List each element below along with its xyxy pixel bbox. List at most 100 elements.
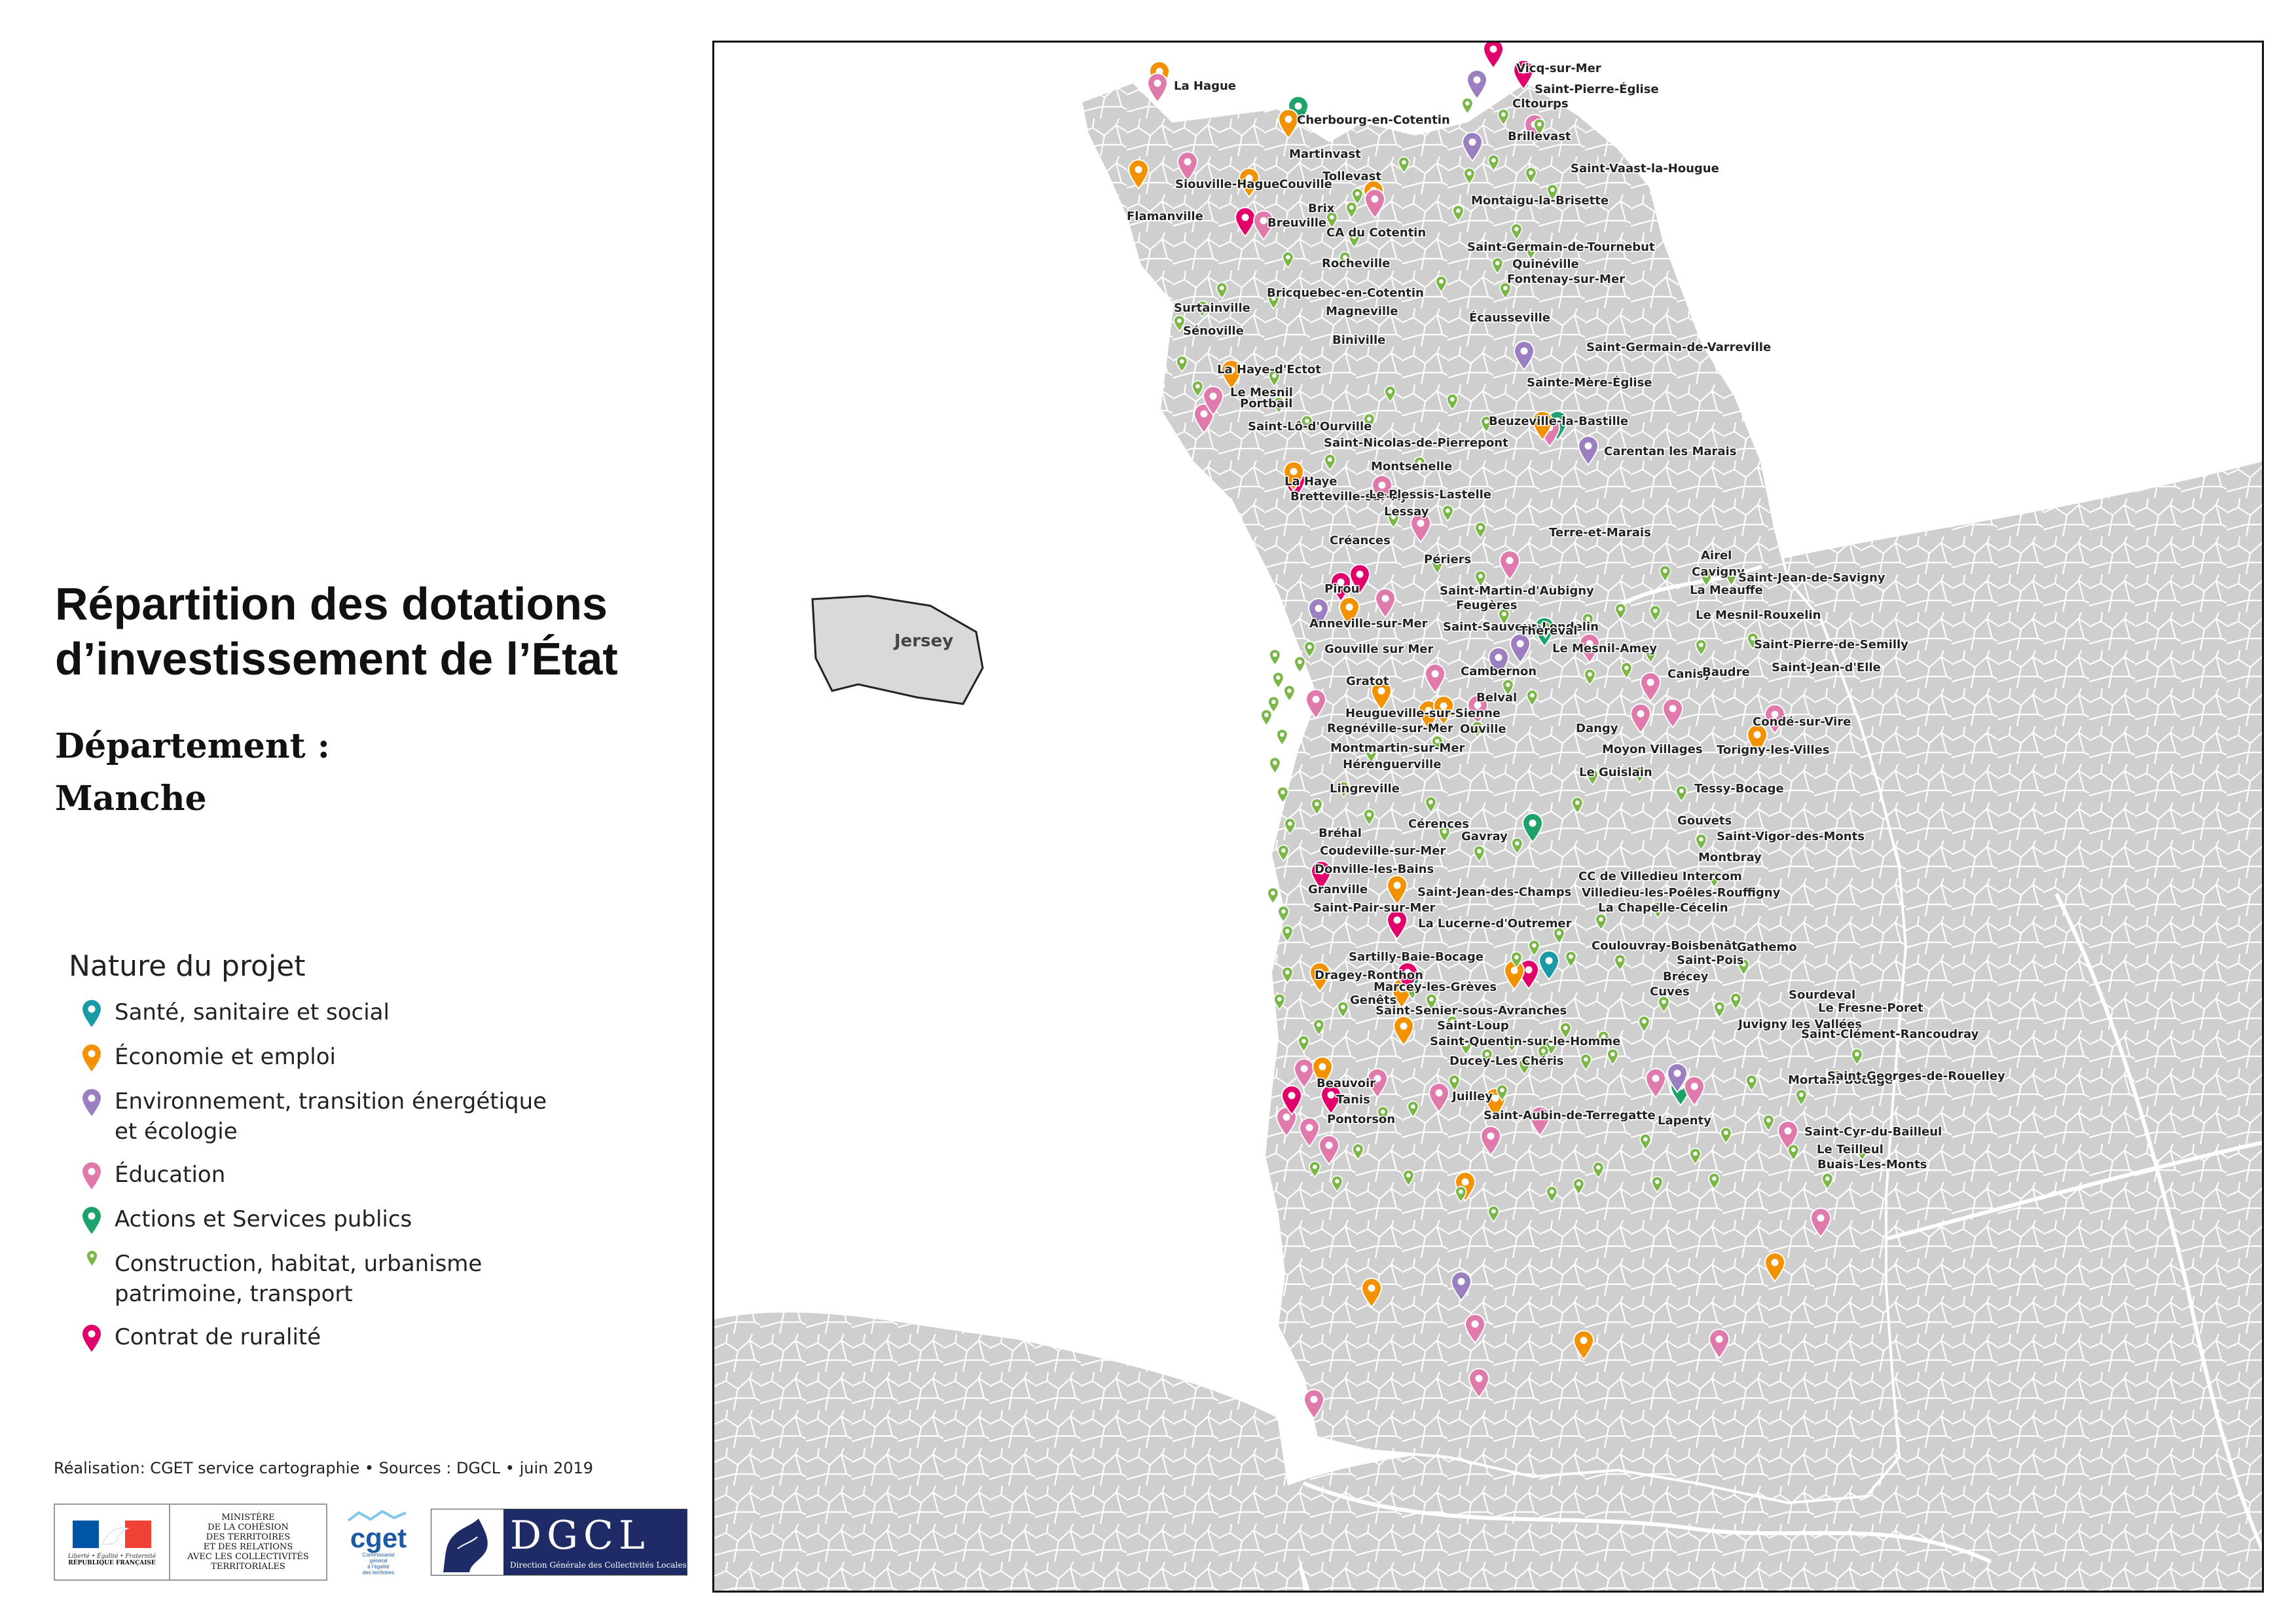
map-pin-icon[interactable] (1592, 1161, 1605, 1179)
map-pin-icon[interactable] (1127, 159, 1150, 190)
map-pin-icon[interactable] (1471, 720, 1484, 739)
map-pin-icon[interactable] (1311, 798, 1323, 816)
map-pin-icon[interactable] (1491, 257, 1504, 275)
map-pin-icon[interactable] (1463, 167, 1476, 185)
map-pin-icon[interactable] (1424, 663, 1446, 694)
map-pin-icon[interactable] (1366, 1068, 1389, 1099)
map-pin-icon[interactable] (1393, 1016, 1415, 1046)
map-pin-icon[interactable] (1512, 60, 1535, 90)
map-pin-icon[interactable] (1428, 1082, 1450, 1113)
map-pin-icon[interactable] (1480, 415, 1493, 434)
map-pin-icon[interactable] (1689, 1147, 1702, 1166)
map-pin-icon[interactable] (1365, 746, 1377, 764)
map-pin-icon[interactable] (1338, 597, 1360, 627)
map-pin-icon[interactable] (1363, 413, 1376, 431)
map-pin-icon[interactable] (1276, 728, 1288, 747)
map-pin-icon[interactable] (1638, 1015, 1650, 1033)
map-pin-icon[interactable] (1856, 1143, 1868, 1162)
map-pin-icon[interactable] (1406, 982, 1419, 1001)
map-pin-icon[interactable] (1713, 1001, 1726, 1019)
map-pin-icon[interactable] (1370, 680, 1393, 711)
map-pin-icon[interactable] (1662, 698, 1684, 729)
map-pin-icon[interactable] (1348, 231, 1360, 249)
map-pin-icon[interactable] (1309, 962, 1331, 993)
map-pin-icon[interactable] (1277, 844, 1290, 862)
map-pin-icon[interactable] (1762, 1114, 1775, 1132)
map-pin-icon[interactable] (1311, 1056, 1334, 1087)
map-pin-icon[interactable] (1708, 1329, 1730, 1359)
map-pin-icon[interactable] (1431, 735, 1444, 753)
map-pin-icon[interactable] (1252, 210, 1275, 241)
map-pin-icon[interactable] (1675, 784, 1688, 803)
map-pin-icon[interactable] (1267, 695, 1280, 714)
map-pin-icon[interactable] (1578, 633, 1601, 664)
map-pin-icon[interactable] (1293, 1058, 1315, 1089)
map-pin-icon[interactable] (1499, 550, 1521, 581)
map-pin-icon[interactable] (1746, 724, 1768, 755)
map-pin-icon[interactable] (1326, 211, 1338, 229)
map-pin-icon[interactable] (1371, 475, 1393, 506)
map-pin-icon[interactable] (1645, 1068, 1667, 1099)
map-pin-icon[interactable] (1273, 993, 1286, 1011)
map-pin-icon[interactable] (1539, 621, 1552, 639)
map-pin-icon[interactable] (1281, 966, 1294, 984)
map-pin-icon[interactable] (1377, 1105, 1389, 1124)
map-pin-icon[interactable] (1452, 204, 1465, 223)
map-pin-icon[interactable] (1480, 1126, 1502, 1156)
map-pin-icon[interactable] (1298, 1035, 1310, 1053)
map-pin-icon[interactable] (1310, 860, 1332, 891)
map-pin-icon[interactable] (1438, 825, 1451, 843)
map-pin-icon[interactable] (1425, 796, 1437, 814)
map-pin-icon[interactable] (1652, 901, 1664, 919)
map-pin-icon[interactable] (1345, 201, 1358, 219)
map-pin-icon[interactable] (1487, 154, 1500, 172)
map-pin-icon[interactable] (1455, 1185, 1467, 1204)
map-pin-icon[interactable] (1620, 661, 1633, 680)
map-pin-icon[interactable] (1582, 612, 1594, 631)
map-pin-icon[interactable] (1546, 1185, 1558, 1204)
map-pin-icon[interactable] (1658, 995, 1670, 1014)
map-pin-icon[interactable] (1407, 1100, 1419, 1118)
map-pin-icon[interactable] (1518, 1058, 1531, 1076)
map-pin-icon[interactable] (1364, 189, 1386, 219)
map-pin-icon[interactable] (1176, 151, 1199, 182)
map-pin-icon[interactable] (1331, 1175, 1343, 1193)
map-pin-icon[interactable] (1313, 1018, 1325, 1037)
map-pin-icon[interactable] (1533, 118, 1546, 136)
map-pin-icon[interactable] (1442, 504, 1454, 523)
map-pin-icon[interactable] (1386, 875, 1408, 906)
map-pin-icon[interactable] (1320, 1084, 1342, 1115)
map-pin-icon[interactable] (1349, 564, 1371, 595)
map-pin-icon[interactable] (1220, 360, 1243, 390)
map-pin-icon[interactable] (1525, 242, 1537, 261)
map-pin-icon[interactable] (1730, 992, 1742, 1010)
map-pin-icon[interactable] (1339, 251, 1351, 269)
map-pin-icon[interactable] (1464, 1314, 1486, 1344)
map-pin-icon[interactable] (1432, 695, 1455, 726)
map-pin-icon[interactable] (1374, 588, 1396, 619)
map-pin-icon[interactable] (1487, 1205, 1500, 1223)
map-pin-icon[interactable] (1577, 435, 1599, 466)
map-pin-icon[interactable] (1787, 1143, 1800, 1162)
map-pin-icon[interactable] (1510, 223, 1523, 241)
map-pin-icon[interactable] (1639, 1133, 1652, 1151)
map-pin-icon[interactable] (1450, 1271, 1472, 1302)
map-pin-icon[interactable] (1607, 1048, 1619, 1066)
map-pin-icon[interactable] (1468, 1368, 1490, 1399)
map-pin-icon[interactable] (1281, 925, 1294, 943)
map-pin-icon[interactable] (1338, 781, 1350, 799)
map-pin-icon[interactable] (1821, 1172, 1834, 1190)
map-pin-icon[interactable] (1725, 568, 1738, 587)
map-pin-icon[interactable] (1614, 953, 1626, 972)
map-pin-icon[interactable] (1294, 655, 1306, 674)
map-pin-icon[interactable] (1173, 314, 1186, 333)
map-pin-icon[interactable] (1659, 564, 1671, 583)
map-pin-icon[interactable] (1386, 910, 1408, 940)
map-pin-icon[interactable] (1499, 282, 1512, 300)
map-pin-icon[interactable] (1639, 672, 1662, 703)
map-pin-icon[interactable] (1282, 251, 1294, 269)
map-pin-icon[interactable] (1277, 905, 1290, 923)
map-pin-icon[interactable] (1695, 638, 1707, 657)
map-pin-icon[interactable] (1192, 380, 1204, 398)
map-pin-icon[interactable] (1273, 396, 1285, 415)
